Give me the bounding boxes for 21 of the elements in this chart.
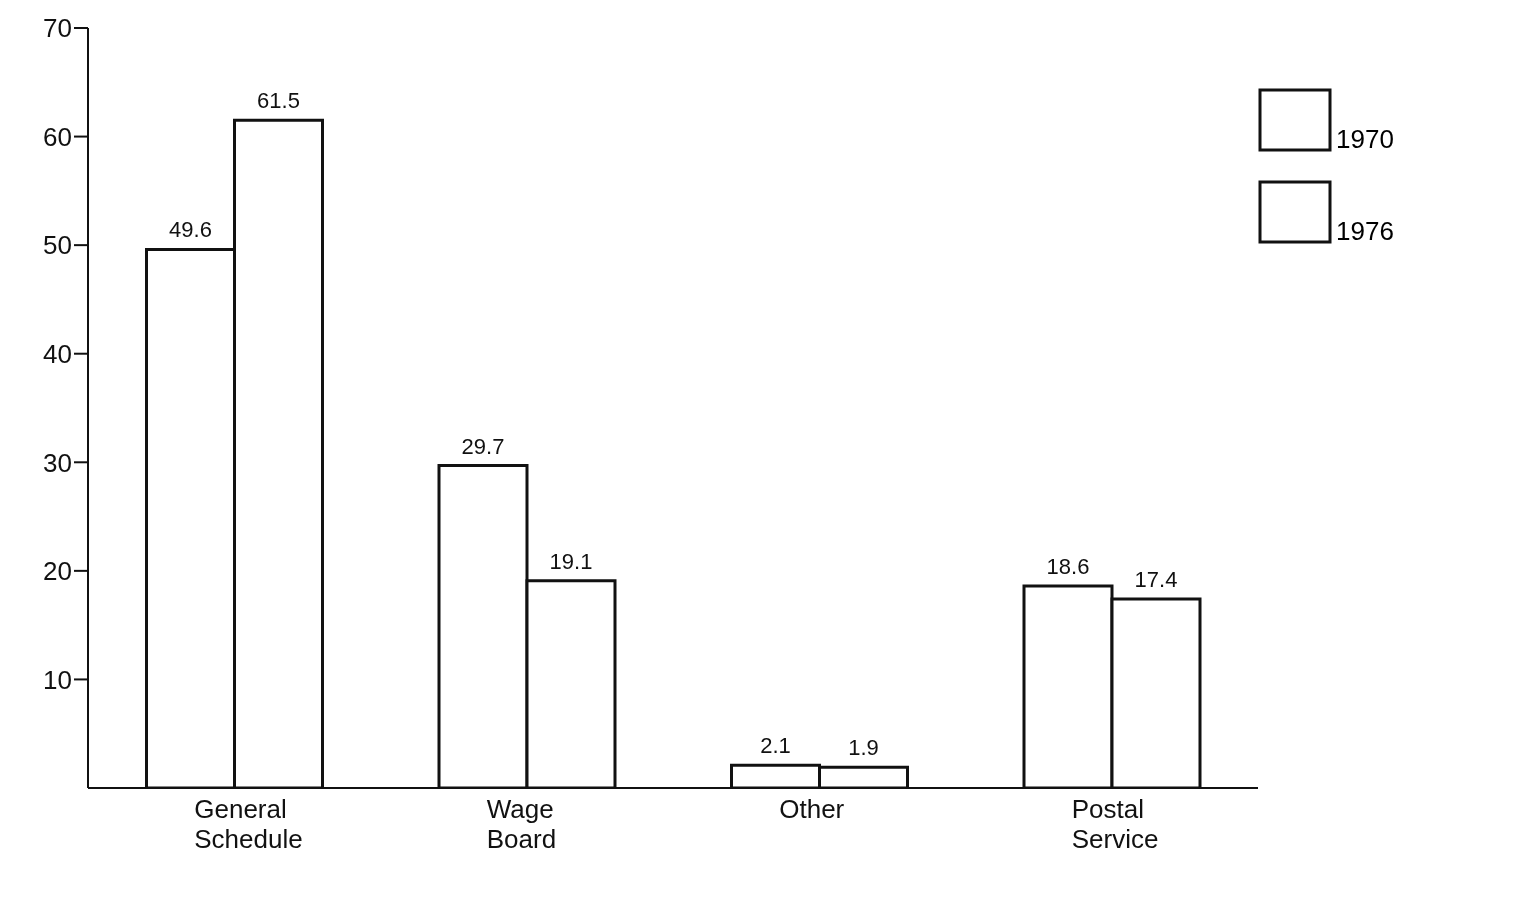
y-tick-label: 10 [43, 664, 72, 695]
text: 1976 [1336, 216, 1394, 246]
data-label: 49.6 [169, 217, 212, 243]
y-tick-label: 70 [43, 13, 72, 44]
x-tick-label: Postal Service [1071, 794, 1159, 854]
y-tick-label: 50 [43, 230, 72, 261]
data-label: 18.6 [1046, 554, 1090, 580]
data-label: 61.5 [257, 88, 300, 114]
data-label: 1.9 [848, 735, 879, 761]
x-tick-label: Wage Board [486, 794, 557, 854]
y-tick-label: 60 [43, 121, 72, 152]
text: 1970 [1336, 124, 1394, 154]
y-tick-label: 30 [43, 447, 72, 478]
data-label: 29.7 [461, 433, 505, 459]
y-tick-label: 20 [43, 556, 72, 587]
y-tick-label: 40 [43, 338, 72, 369]
data-label: 17.4 [1134, 567, 1178, 593]
x-tick-label: General Schedule [194, 794, 303, 854]
data-label: 2.1 [760, 733, 791, 759]
data-label: 19.1 [549, 548, 593, 574]
x-tick-label: Other [779, 794, 845, 824]
